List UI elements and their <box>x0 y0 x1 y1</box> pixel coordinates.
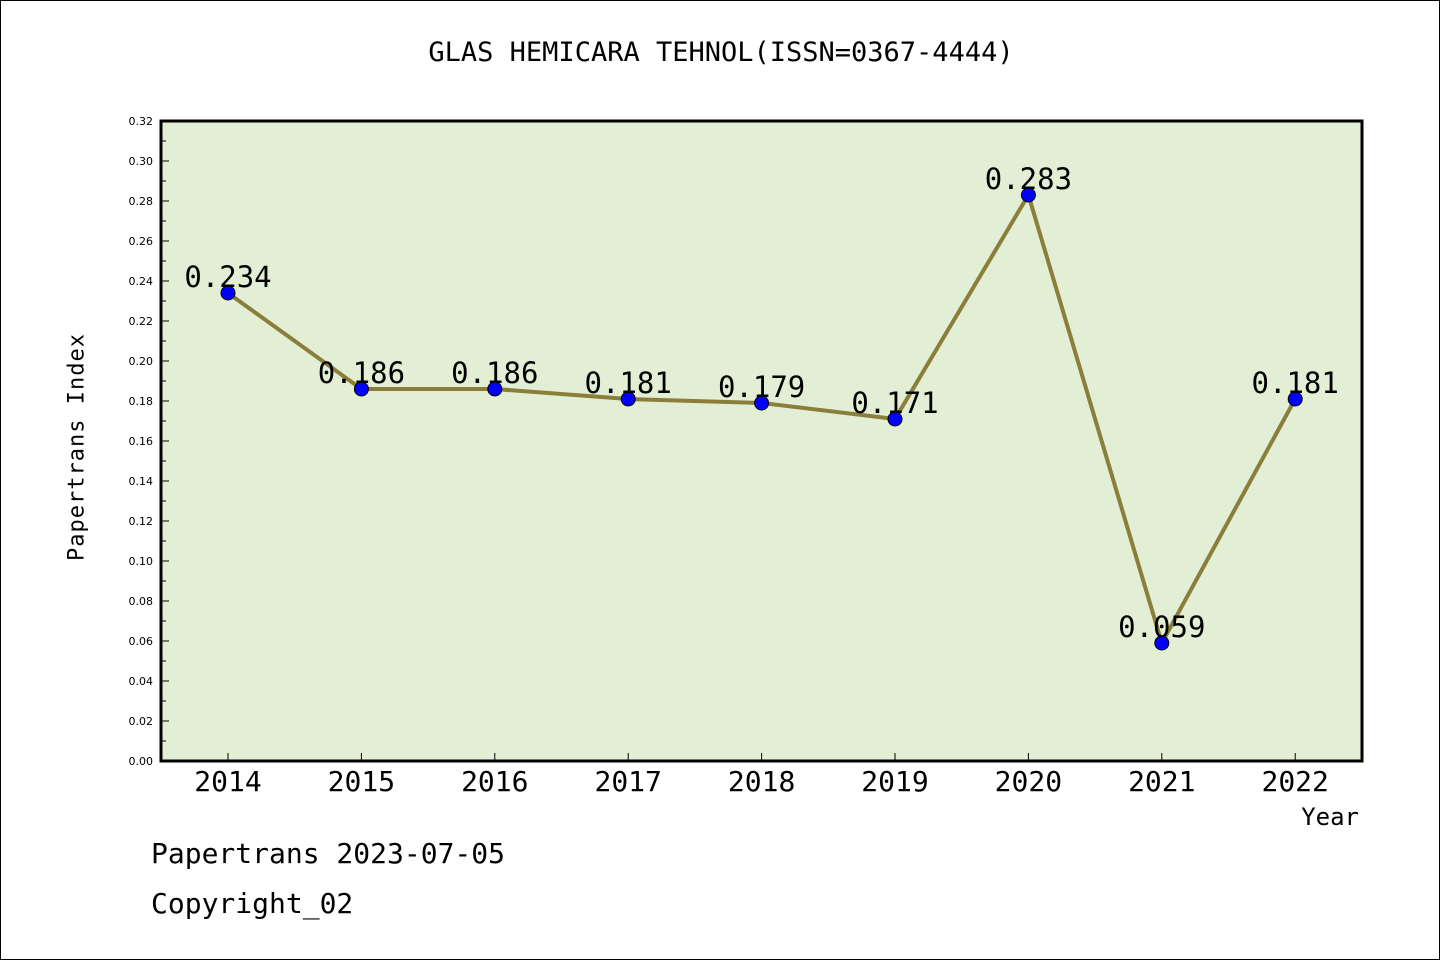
y-tick-label: 0.02 <box>129 715 154 728</box>
data-point <box>754 395 770 411</box>
x-tick-label: 2014 <box>194 765 261 798</box>
y-tick-label: 0.24 <box>129 275 154 288</box>
footer-date: Papertrans 2023-07-05 <box>151 837 506 870</box>
y-tick-label: 0.04 <box>129 675 154 688</box>
x-tick-label: 2019 <box>861 765 928 798</box>
data-label: 0.186 <box>318 356 405 390</box>
data-label: 0.186 <box>451 356 538 390</box>
y-axis-label: Papertrans Index <box>64 333 90 561</box>
y-tick-label: 0.30 <box>129 155 154 168</box>
y-tick-label: 0.10 <box>129 555 154 568</box>
plot-frame <box>159 119 1364 763</box>
y-axis: 0.00 0.02 0.04 0.06 0.08 0.10 0.12 0.14 0.16 0.18… <box>129 115 169 768</box>
y-tick-label: 0.32 <box>129 115 154 128</box>
y-tick-label: 0.08 <box>129 595 154 608</box>
x-axis: 2014 2015 2016 2017 2018 2019 2020 2021 2022 <box>194 753 1329 798</box>
x-axis-label: Year <box>1301 803 1359 831</box>
x-tick-label: 2022 <box>1261 765 1328 798</box>
x-tick-label: 2015 <box>328 765 395 798</box>
data-point <box>353 381 369 397</box>
data-point <box>1154 635 1170 651</box>
x-tick-label: 2017 <box>594 765 661 798</box>
y-tick-label: 0.26 <box>129 235 154 248</box>
chart-title: GLAS HEMICARA TEHNOL(ISSN=0367-4444) <box>428 37 1014 68</box>
data-label: 0.181 <box>585 366 672 400</box>
data-label: 0.059 <box>1118 610 1205 644</box>
x-tick-label: 2016 <box>461 765 528 798</box>
y-tick-label: 0.20 <box>129 355 154 368</box>
data-points <box>220 187 1303 651</box>
footer-copyright: Copyright_02 <box>151 887 354 920</box>
y-tick-label: 0.06 <box>129 635 154 648</box>
data-point <box>220 285 236 301</box>
y-tick-label: 0.18 <box>129 395 154 408</box>
y-tick-label: 0.12 <box>129 515 154 528</box>
data-point <box>620 391 636 407</box>
data-label: 0.283 <box>985 162 1072 196</box>
x-tick-label: 2021 <box>1128 765 1195 798</box>
data-point <box>1287 391 1303 407</box>
data-label: 0.171 <box>851 386 938 420</box>
y-tick-label: 0.22 <box>129 315 154 328</box>
data-label: 0.234 <box>184 260 271 294</box>
x-tick-label: 2018 <box>728 765 795 798</box>
y-tick-label: 0.00 <box>129 755 154 768</box>
x-tick-label: 2020 <box>995 765 1062 798</box>
data-point <box>487 381 503 397</box>
y-tick-label: 0.28 <box>129 195 154 208</box>
data-point <box>1020 187 1036 203</box>
data-label: 0.179 <box>718 370 805 404</box>
data-labels: 0.234 0.186 0.186 0.181 0.179 0.171 0.283 0.059… <box>184 162 1339 644</box>
plot-area <box>161 121 1362 761</box>
data-label: 0.181 <box>1252 366 1339 400</box>
data-point <box>887 411 903 427</box>
y-tick-label: 0.16 <box>129 435 154 448</box>
y-tick-label: 0.14 <box>129 475 154 488</box>
